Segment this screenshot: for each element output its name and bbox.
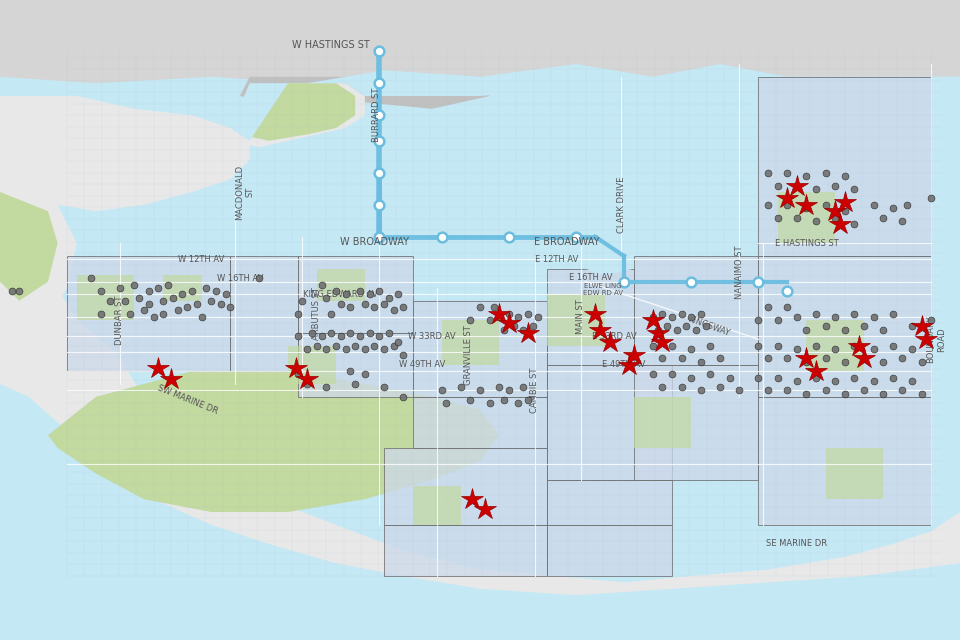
Text: SW MARINE DR: SW MARINE DR — [156, 384, 219, 416]
Polygon shape — [384, 525, 547, 576]
Polygon shape — [163, 275, 202, 301]
Polygon shape — [0, 0, 960, 83]
Text: BOUNDARY
ROAD: BOUNDARY ROAD — [926, 316, 946, 363]
Polygon shape — [758, 256, 931, 397]
Text: ARBUTUS ST: ARBUTUS ST — [312, 287, 322, 340]
Polygon shape — [67, 256, 230, 371]
Text: CAMBIE ST: CAMBIE ST — [530, 368, 540, 413]
Text: W 12TH AV: W 12TH AV — [179, 255, 225, 264]
Text: W BROADWAY: W BROADWAY — [340, 237, 409, 247]
Polygon shape — [758, 397, 931, 525]
Polygon shape — [288, 346, 336, 384]
Polygon shape — [48, 371, 499, 512]
Polygon shape — [298, 333, 413, 397]
Text: E 49TH AV: E 49TH AV — [602, 360, 646, 369]
Text: CLARK DRIVE: CLARK DRIVE — [616, 177, 626, 233]
Text: E 16TH AV: E 16TH AV — [568, 273, 612, 282]
Polygon shape — [413, 397, 547, 448]
Text: W HASTINGS ST: W HASTINGS ST — [293, 40, 370, 50]
Polygon shape — [586, 224, 634, 275]
Polygon shape — [547, 269, 634, 365]
Polygon shape — [547, 294, 605, 346]
Text: NANAIMO ST: NANAIMO ST — [734, 245, 744, 299]
Text: W 49TH AV: W 49TH AV — [399, 360, 445, 369]
Polygon shape — [240, 83, 355, 141]
Polygon shape — [413, 486, 461, 525]
Polygon shape — [0, 384, 960, 640]
Polygon shape — [0, 96, 250, 211]
Polygon shape — [826, 448, 883, 499]
Text: W 16TH AV: W 16TH AV — [217, 274, 263, 283]
Text: E 12TH AV: E 12TH AV — [535, 255, 579, 264]
Polygon shape — [317, 269, 365, 301]
Text: E 33RD AV: E 33RD AV — [592, 332, 636, 340]
Text: E BROADWAY: E BROADWAY — [534, 237, 599, 247]
Polygon shape — [0, 192, 58, 301]
Polygon shape — [230, 256, 298, 371]
Polygon shape — [547, 365, 672, 480]
Text: MAIN ST: MAIN ST — [576, 300, 586, 334]
Polygon shape — [547, 480, 672, 525]
Text: KING EDWARD AV: KING EDWARD AV — [303, 290, 378, 299]
Polygon shape — [365, 211, 595, 269]
Text: E HASTINGS ST: E HASTINGS ST — [775, 239, 838, 248]
Polygon shape — [230, 70, 960, 141]
Text: GRANVILLE ST: GRANVILLE ST — [464, 325, 473, 385]
Polygon shape — [547, 525, 672, 576]
Polygon shape — [806, 320, 864, 371]
Polygon shape — [413, 301, 547, 397]
Polygon shape — [634, 397, 691, 448]
Text: BURRARD ST: BURRARD ST — [372, 88, 381, 142]
Polygon shape — [0, 179, 77, 320]
Text: ELWE LING
EDW RD AV: ELWE LING EDW RD AV — [583, 283, 623, 296]
Polygon shape — [634, 256, 758, 365]
Text: SE MARINE DR: SE MARINE DR — [766, 540, 828, 548]
Polygon shape — [298, 256, 413, 333]
Polygon shape — [634, 365, 758, 480]
Polygon shape — [77, 275, 134, 320]
Polygon shape — [442, 320, 499, 365]
Polygon shape — [384, 448, 547, 525]
Text: MACDONALD
ST: MACDONALD ST — [235, 164, 254, 220]
Text: DUNBAR ST: DUNBAR ST — [115, 295, 125, 345]
Polygon shape — [230, 83, 365, 147]
Text: KINGSWAY: KINGSWAY — [686, 315, 731, 338]
Polygon shape — [758, 77, 931, 256]
Polygon shape — [0, 179, 960, 640]
Text: W 33RD AV: W 33RD AV — [408, 332, 456, 340]
Polygon shape — [778, 192, 835, 243]
Polygon shape — [240, 77, 490, 109]
